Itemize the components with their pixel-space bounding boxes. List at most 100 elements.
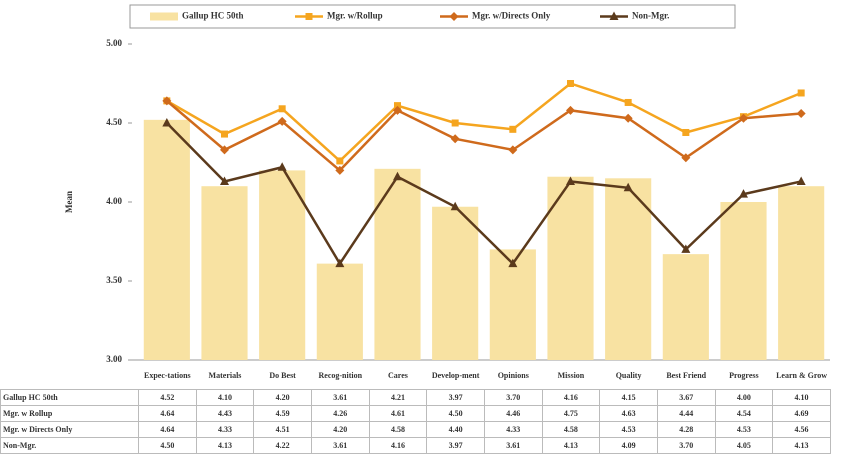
row-label: Mgr. w Rollup <box>0 405 139 422</box>
marker <box>393 105 402 115</box>
y-axis-label: Mean <box>64 191 74 213</box>
marker <box>394 102 401 110</box>
line <box>166 99 802 173</box>
table-value: 4.69 <box>772 405 831 422</box>
marker <box>335 258 345 268</box>
x-tick-label: Mission <box>557 370 585 380</box>
bar <box>720 202 767 360</box>
chart: Mean 3.00 3.50 4.00 4.50 5.00 Gallup HC 50th M… <box>64 4 830 362</box>
x-tick-label: Materials <box>208 370 242 380</box>
table-value: 4.20 <box>310 421 370 438</box>
table-value: 3.97 <box>426 437 485 454</box>
marker <box>220 176 229 185</box>
row-label: Non-Mgr. <box>0 437 139 454</box>
marker <box>277 116 287 126</box>
marker <box>566 105 575 115</box>
bar <box>259 170 306 360</box>
table-value: 4.33 <box>483 421 543 438</box>
table-value: 3.61 <box>483 437 543 454</box>
marker <box>451 119 459 127</box>
data-table: Expec-tations Materials Do Best Recog-nitio… <box>0 362 831 454</box>
marker <box>277 162 287 171</box>
marker <box>162 118 172 127</box>
x-tick-label: Opinions <box>497 370 529 380</box>
marker <box>450 134 460 144</box>
table-value: 4.44 <box>656 405 716 422</box>
marker <box>681 153 691 163</box>
legend-marker <box>305 13 313 20</box>
bar <box>778 186 825 360</box>
table-value: 3.70 <box>656 437 716 454</box>
table-value: 4.05 <box>714 437 774 454</box>
x-tick-label: Develop-ment <box>431 370 480 380</box>
table-value: 4.13 <box>772 437 831 454</box>
table-value: 3.67 <box>656 389 716 406</box>
table-value: 4.56 <box>772 421 831 438</box>
bar <box>316 263 363 360</box>
table-value: 3.61 <box>310 389 370 406</box>
marker <box>796 109 806 119</box>
marker <box>335 165 345 175</box>
marker <box>508 258 518 268</box>
bar <box>605 178 652 360</box>
marker <box>393 171 402 181</box>
table-value: 4.50 <box>138 437 197 454</box>
bar <box>489 249 536 360</box>
table-row: Non-Mgr. 4.50 4.13 4.22 3.61 4.16 3.97 3.61 4.13… <box>0 437 831 454</box>
table-value: 4.00 <box>714 389 774 406</box>
table-value: 4.51 <box>253 421 312 438</box>
line <box>166 82 802 163</box>
table-value: 4.64 <box>138 421 197 438</box>
table-value: 4.63 <box>599 405 658 422</box>
table-value: 4.40 <box>426 421 485 438</box>
line <box>165 122 802 266</box>
table-value: 4.54 <box>714 405 774 422</box>
legend-marker <box>609 11 619 20</box>
x-tick-label: Learn & Grow <box>776 370 828 380</box>
marker <box>566 176 575 185</box>
row-label: Gallup HC 50th <box>0 389 139 406</box>
marker <box>623 182 633 192</box>
table-value: 4.13 <box>541 437 601 454</box>
marker <box>623 113 633 123</box>
table-value: 4.52 <box>138 389 197 406</box>
y-tick-label: 5.00 <box>106 38 122 48</box>
table-value: 4.26 <box>310 405 370 422</box>
marker <box>739 113 748 123</box>
x-tick-label: Do Best <box>269 370 296 380</box>
x-tick-label: Progress <box>729 370 759 380</box>
bar <box>547 176 594 360</box>
bar <box>201 186 248 360</box>
marker <box>336 157 344 165</box>
marker <box>450 201 460 211</box>
marker <box>221 130 228 138</box>
table-header: Expec-tations Materials Do Best Recog-nitio… <box>1 362 831 390</box>
marker <box>162 96 172 106</box>
legend-box <box>129 4 736 29</box>
marker <box>796 176 806 185</box>
table-value: 4.59 <box>253 405 312 422</box>
table-value: 4.28 <box>656 421 716 438</box>
legend-label: Non-Mgr. <box>632 11 669 21</box>
table-value: 4.64 <box>138 405 197 422</box>
table-value: 4.09 <box>599 437 658 454</box>
table-value: 4.61 <box>368 405 428 422</box>
table-row: Mgr. w Directs Only 4.64 4.33 4.51 4.20 4.58 4… <box>0 421 831 438</box>
marker <box>624 98 632 106</box>
table-value: 4.58 <box>368 421 428 438</box>
y-tick-label: 4.00 <box>106 196 122 206</box>
marker <box>567 80 574 87</box>
legend-swatch <box>150 12 178 21</box>
y-tick-label: 3.00 <box>106 354 122 362</box>
x-tick-label: Cares <box>388 370 408 380</box>
table-value: 4.16 <box>368 437 428 454</box>
bar <box>662 254 709 360</box>
bar <box>374 168 421 360</box>
table-value: 4.15 <box>599 389 658 406</box>
table-value: 4.21 <box>368 389 428 406</box>
table-value: 4.50 <box>426 405 485 422</box>
table-value: 4.46 <box>483 405 543 422</box>
table-value: 4.10 <box>772 389 831 406</box>
table-row: Mgr. w Rollup 4.64 4.43 4.59 4.26 4.61 4.50 4.4… <box>0 405 831 422</box>
